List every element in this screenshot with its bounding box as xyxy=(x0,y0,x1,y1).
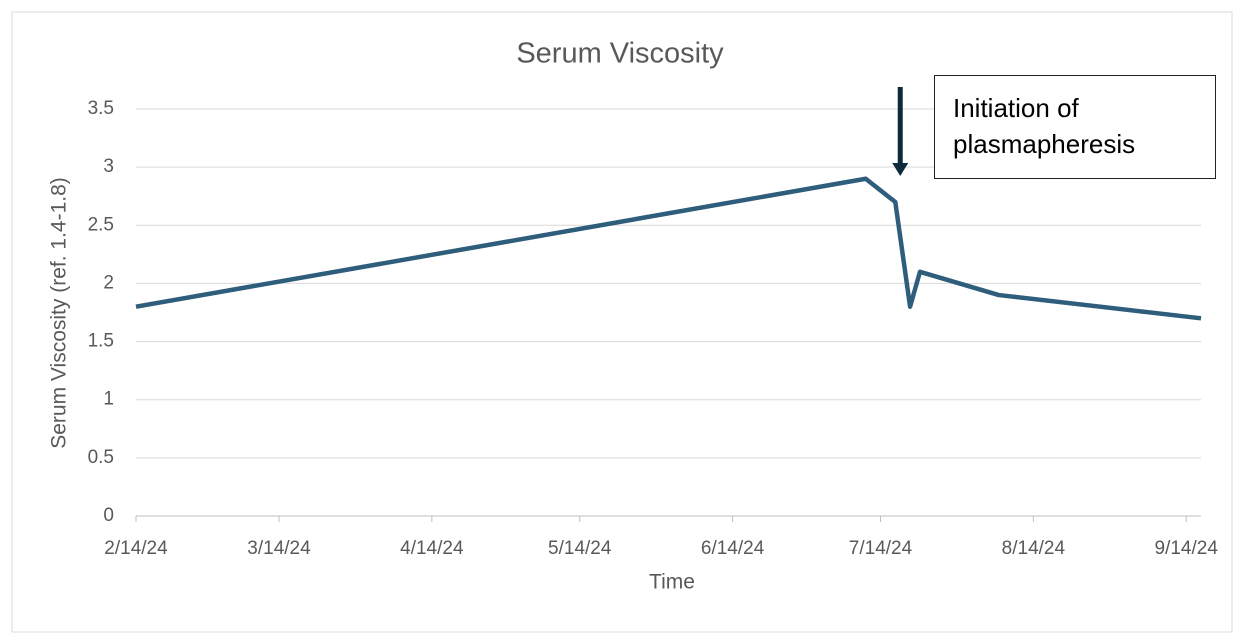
y-tick-label: 1 xyxy=(103,389,114,410)
chart-title: Serum Viscosity xyxy=(516,38,724,70)
data-line xyxy=(135,176,1202,321)
y-tick-label: 3 xyxy=(103,156,114,177)
x-tick-label: 4/14/24 xyxy=(400,538,464,559)
y-tick-label: 3.5 xyxy=(88,98,114,119)
y-axis-label: Serum Viscosity (ref. 1.4-1.8) xyxy=(48,177,71,449)
x-tick-label: 2/14/24 xyxy=(104,538,168,559)
y-tick-label: 2.5 xyxy=(88,214,114,235)
y-tick-label: 0.5 xyxy=(88,447,114,468)
x-tick-label: 5/14/24 xyxy=(548,538,612,559)
annotation-arrowhead xyxy=(892,163,909,176)
x-tick-label: 8/14/24 xyxy=(1002,538,1066,559)
x-tick-label: 3/14/24 xyxy=(247,538,311,559)
x-tick-label: 9/14/24 xyxy=(1155,538,1219,559)
x-axis-label: Time xyxy=(649,571,695,594)
annotation-box: Initiation of plasmapheresis xyxy=(934,75,1216,179)
x-tick-label: 7/14/24 xyxy=(849,538,913,559)
y-tick-label: 2 xyxy=(103,272,114,293)
x-tick-label: 6/14/24 xyxy=(701,538,765,559)
y-tick-label: 0 xyxy=(103,505,114,526)
y-tick-label: 1.5 xyxy=(88,331,114,352)
